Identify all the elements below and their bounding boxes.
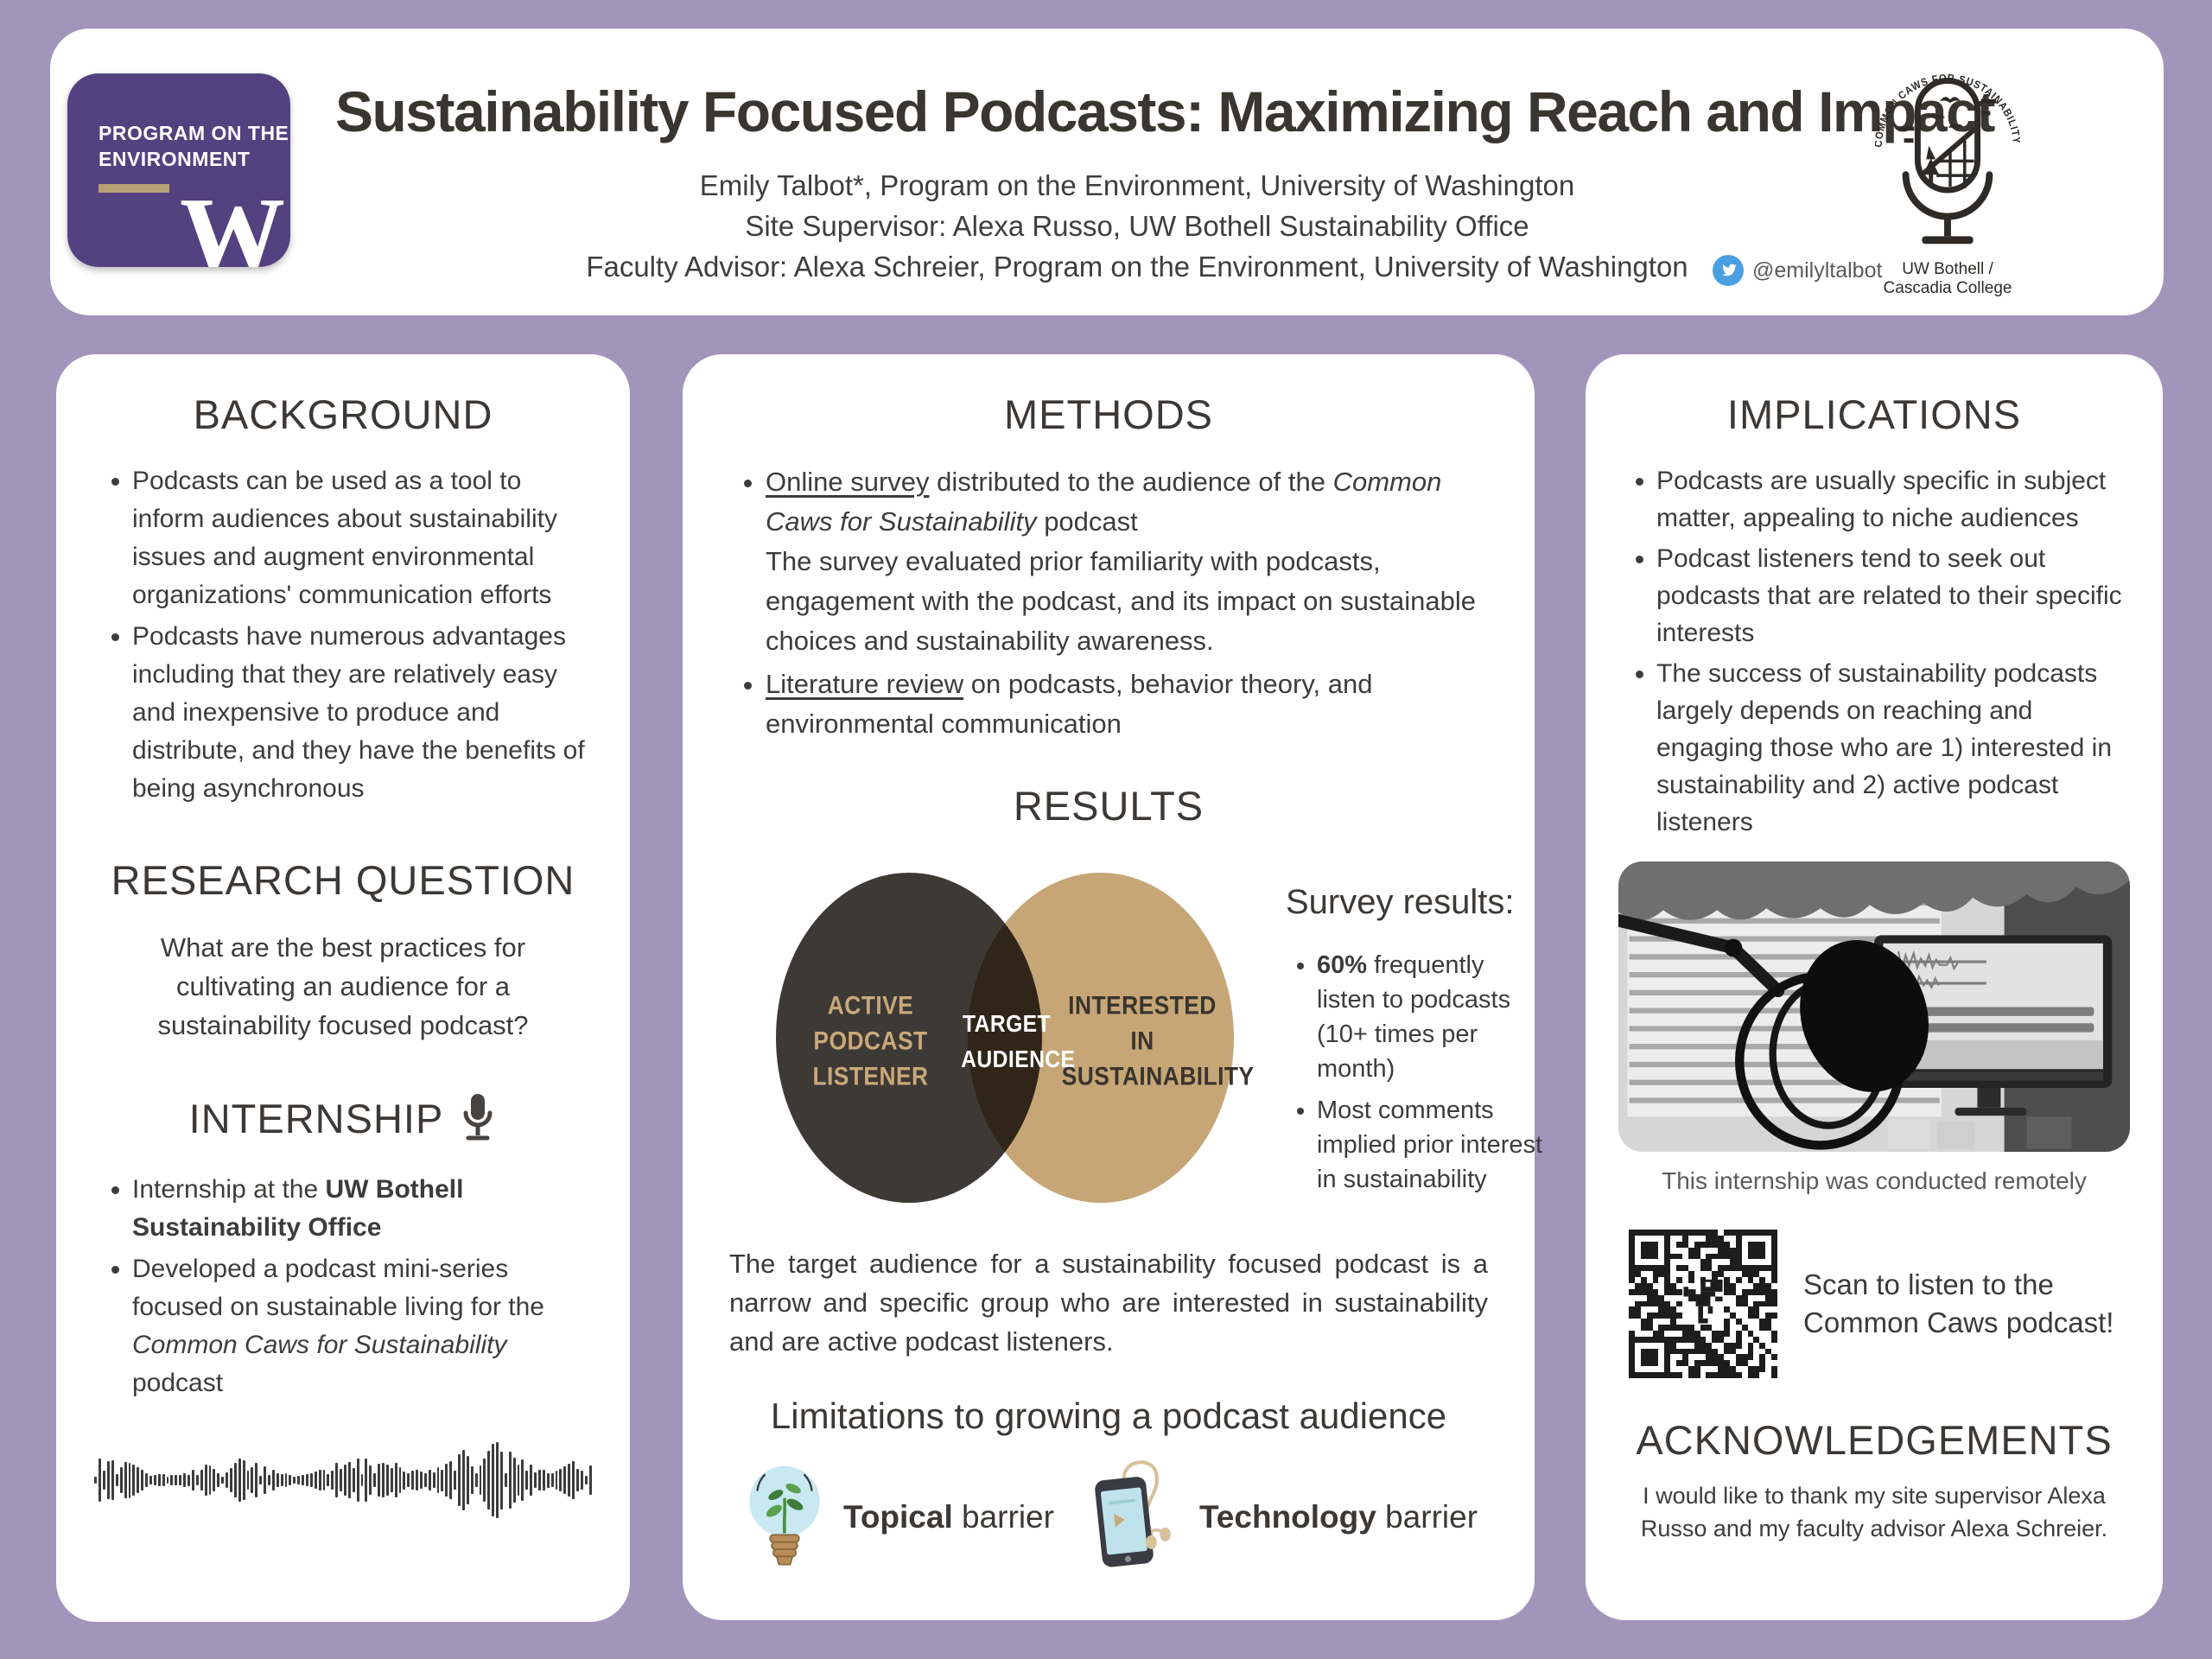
poster-title: Sustainability Focused Podcasts: Maximiz… [335,79,1995,143]
phone-earbuds-icon [1095,1460,1171,1567]
venn-label-left: ACTIVE PODCAST LISTENER [812,991,929,1091]
research-question-heading: RESEARCH QUESTION [111,857,575,903]
survey-results: Survey results: 60% frequently listen to… [1286,883,1545,1204]
qr-row: Scan to listen to the Common Caws podcas… [1618,1230,2130,1378]
acknowledgements-heading: ACKNOWLEDGEMENTS [1636,1417,2113,1463]
list-item: Podcasts have numerous advantages includ… [132,618,592,808]
background-column: BACKGROUND Podcasts can be used as a too… [56,354,630,1622]
supervisor-line: Site Supervisor: Alexa Russo, UW Bothell… [745,210,1529,242]
audio-waveform [94,1425,592,1535]
background-heading: BACKGROUND [193,391,493,437]
author-block: Emily Talbot*, Program on the Environmen… [335,165,1939,287]
qr-caption: Scan to listen to the Common Caws podcas… [1803,1268,2114,1338]
results-conclusion: The target audience for a sustainability… [729,1249,1488,1357]
photo-caption: This internship was conducted remotely [1662,1167,2087,1194]
venn-diagram: ACTIVE PODCAST LISTENER TARGET AUDIENCE … [726,873,1542,1218]
results-heading: RESULTS [1013,783,1205,829]
program-on-environment-logo: PROGRAM ON THE ENVIRONMENT W [67,73,290,267]
twitter-icon [1713,255,1744,286]
twitter-handle: @emilyltalbot [1752,257,1883,283]
technology-barrier: Technology barrier [1077,1452,1478,1582]
list-item: Podcast listeners tend to seek out podca… [1656,540,2130,652]
list-item: Developed a podcast mini-series focused … [132,1250,592,1402]
survey-results-heading: Survey results: [1286,883,1515,921]
methods-results-column: METHODS Online survey distributed to the… [683,354,1542,1620]
topical-barrier: Topical barrier [740,1453,1054,1581]
microphone-logo-icon: COMMON CAWS FOR SUSTAINABILITY [1875,72,2020,245]
survey-results-list: 60% frequently listen to podcasts (10+ t… [1286,948,1545,1197]
implications-column: IMPLICATIONS Podcasts are usually specif… [1586,354,2163,1620]
lightbulb-plant-icon [749,1465,820,1566]
limitations-heading: Limitations to growing a podcast audienc… [770,1395,1447,1436]
venn-label-right: INTERESTED IN SUSTAINABILITY [1061,991,1255,1091]
venn-circles: ACTIVE PODCAST LISTENER TARGET AUDIENCE … [776,873,1255,1210]
studio-photo [1618,861,2130,1152]
background-list: Podcasts can be used as a tool to inform… [94,462,592,808]
internship-list: Internship at the UW Bothell Sustainabil… [94,1171,592,1402]
uw-w-letter: W [180,176,285,268]
implications-list: Podcasts are usually specific in subject… [1618,462,2130,841]
list-item: 60% frequently listen to podcasts (10+ t… [1317,948,1545,1086]
list-item: Online survey distributed to the audienc… [766,462,1491,661]
list-item: Most comments implied prior interest in … [1317,1093,1545,1197]
internship-heading: INTERNSHIP [188,1095,444,1141]
qr-code [1629,1230,1777,1378]
logo-caption: UW Bothell / Cascadia College [1883,260,2012,297]
implications-heading: IMPLICATIONS [1726,391,2022,437]
list-item: The success of sustainability podcasts l… [1656,655,2130,841]
topical-barrier-label: Topical barrier [842,1499,1054,1535]
common-caws-logo: COMMON CAWS FOR SUSTAINABILITY UW Bothel… [1875,44,2020,303]
poe-logo-line2: ENVIRONMENT [99,148,251,170]
header-center: Sustainability Focused Podcasts: Maximiz… [335,79,1995,287]
list-item: Literature review on podcasts, behavior … [766,664,1491,744]
methods-heading: METHODS [1004,391,1213,437]
research-question-text: What are the best practices for cultivat… [157,932,529,1040]
list-item: Internship at the UW Bothell Sustainabil… [132,1171,592,1247]
internship-heading-row: INTERNSHIP [94,1091,592,1145]
gold-bar [99,184,169,193]
barriers-row: Topical barrier Technology ba [726,1452,1491,1582]
technology-barrier-label: Technology barrier [1198,1499,1478,1535]
advisor-line: Faculty Advisor: Alexa Schreier, Program… [586,251,1688,283]
author-line: Emily Talbot*, Program on the Environmen… [699,169,1575,201]
dino-icon [1683,1279,1723,1324]
methods-list: Online survey distributed to the audienc… [726,462,1491,744]
venn-circle-interested [968,873,1234,1203]
microphone-icon [463,1094,493,1141]
qr-modules [1629,1230,1777,1378]
list-item: Podcasts can be used as a tool to inform… [132,462,592,614]
list-item: Podcasts are usually specific in subject… [1656,462,2130,537]
acknowledgements-text: I would like to thank my site supervisor… [1640,1483,2108,1541]
venn-label-center: TARGET AUDIENCE [961,1010,1076,1072]
twitter-handle-row: @emilyltalbot [1713,255,1882,286]
poe-logo-line1: PROGRAM ON THE [99,122,289,144]
header-card: PROGRAM ON THE ENVIRONMENT W Sustainabil… [50,29,2164,315]
microphone-studio-photo [1618,861,2130,1152]
